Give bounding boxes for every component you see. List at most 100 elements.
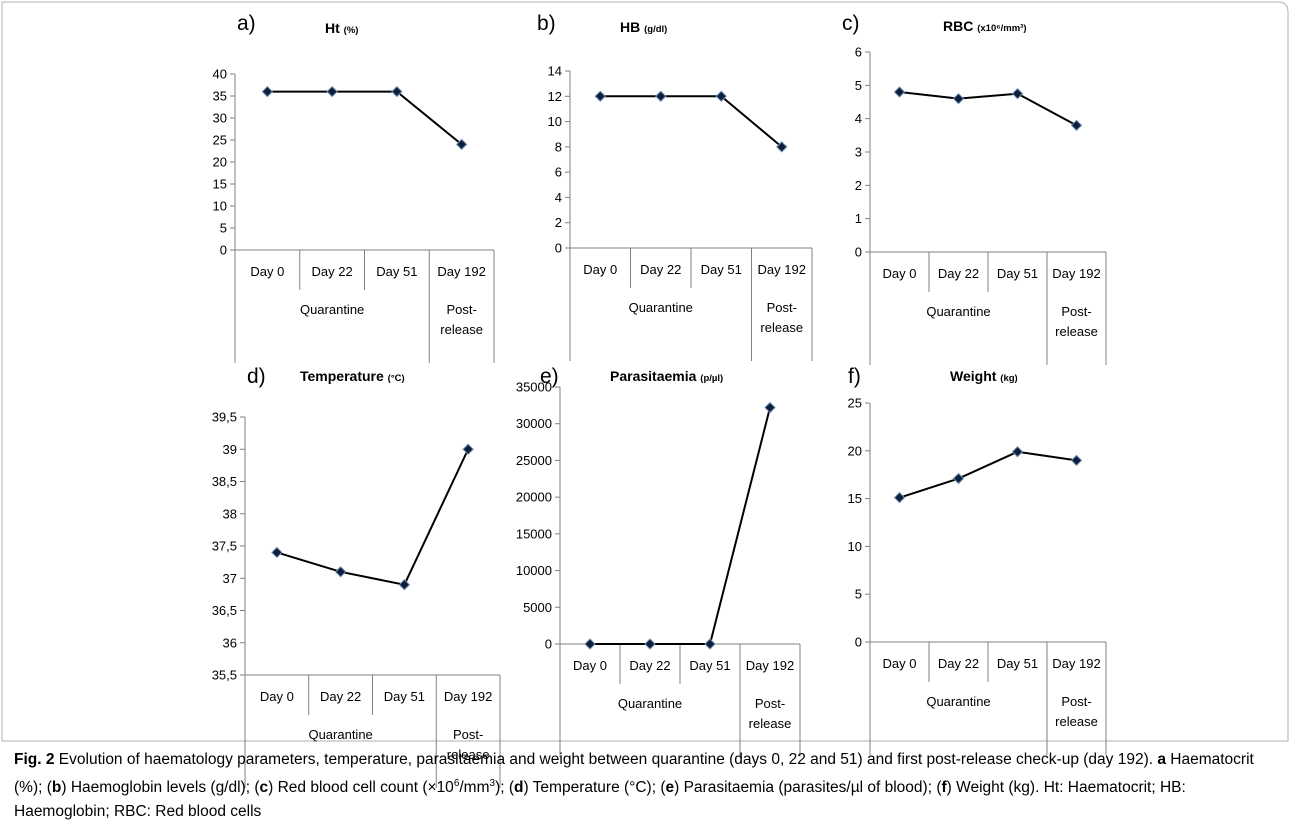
x-group-label: Post-release bbox=[1055, 304, 1098, 339]
panel-letter: e) bbox=[540, 365, 559, 388]
y-tick-label: 30000 bbox=[516, 416, 552, 431]
data-point bbox=[462, 443, 474, 455]
y-tick-label: 5 bbox=[855, 78, 862, 93]
x-tick-label: Day 51 bbox=[997, 266, 1038, 281]
x-tick-label: Day 0 bbox=[250, 264, 284, 279]
series-line bbox=[590, 407, 771, 645]
series-line bbox=[276, 448, 470, 586]
x-tick-label: Day 192 bbox=[1052, 266, 1100, 281]
series-line bbox=[899, 450, 1077, 499]
x-group-label: Quarantine bbox=[308, 727, 372, 742]
caption-text: ) Weight (kg). Ht: Haematocrit; HB: Haem… bbox=[14, 779, 1186, 821]
data-point bbox=[655, 90, 667, 102]
y-tick-label: 39 bbox=[223, 442, 237, 457]
chart-svg-3: d) Temperature (°C)35,53636,53737,53838,5… bbox=[212, 365, 501, 788]
y-tick-label: 25000 bbox=[516, 453, 552, 468]
data-point bbox=[334, 566, 347, 578]
x-group-label: Post-release bbox=[440, 302, 483, 337]
y-tick-label: 10 bbox=[548, 114, 562, 129]
x-tick-label: Day 0 bbox=[883, 656, 917, 671]
data-point bbox=[704, 638, 716, 650]
panel-e-parasitaemia: e) Parasitaemia (p/µl) 0 5000 10000 15000 2000… bbox=[516, 365, 801, 757]
y-tick-label: 20 bbox=[213, 155, 227, 170]
data-point bbox=[391, 85, 403, 98]
y-tick-label: 15 bbox=[213, 177, 227, 192]
y-tick-label: 38,5 bbox=[212, 474, 237, 489]
x-tick-label: Day 192 bbox=[746, 658, 794, 673]
x-tick-label: Day 22 bbox=[640, 262, 681, 277]
y-tick-label: 36 bbox=[223, 635, 237, 650]
y-tick-label: 15 bbox=[848, 491, 862, 506]
caption-text: f bbox=[941, 779, 947, 797]
x-group-label: Quarantine bbox=[926, 304, 990, 319]
panel-d-temperature: d) Temperature (°C) 35,5 36 36,5 37 37,5 38 38,5… bbox=[212, 365, 501, 788]
x-tick-label: Day 51 bbox=[384, 689, 425, 704]
x-group-label: Post-release bbox=[447, 727, 490, 762]
x-tick-label: Day 22 bbox=[938, 266, 979, 281]
x-tick-label: Day 51 bbox=[701, 262, 742, 277]
y-tick-label: 38 bbox=[223, 506, 237, 521]
caption-text: ) Temperature (°C); ( bbox=[523, 779, 666, 797]
y-tick-label: 36,5 bbox=[212, 603, 237, 618]
y-tick-label: 20000 bbox=[516, 490, 552, 505]
data-point bbox=[455, 138, 468, 151]
y-tick-label: 15000 bbox=[516, 526, 552, 541]
series-line bbox=[600, 95, 783, 148]
panel-letter: d) bbox=[247, 365, 266, 388]
caption-text: 6 bbox=[453, 778, 460, 789]
x-group-label: Post-release bbox=[749, 696, 792, 731]
caption-text: e bbox=[665, 779, 675, 797]
y-tick-label: 0 bbox=[545, 637, 552, 652]
data-point bbox=[893, 491, 906, 504]
y-tick-label: 5000 bbox=[523, 600, 552, 615]
y-tick-label: 4 bbox=[555, 190, 562, 205]
data-point bbox=[271, 546, 283, 559]
data-point bbox=[1011, 87, 1024, 100]
data-point bbox=[893, 86, 906, 98]
chart-svg-0: a) Ht (%) 0 5 10 15 20 25 30 35 40 Day 0 Day 22 Day 5… bbox=[213, 12, 495, 363]
caption-text: /mm bbox=[459, 779, 490, 797]
y-tick-label: 40 bbox=[213, 67, 227, 82]
x-tick-label: Day 51 bbox=[689, 658, 730, 673]
y-tick-label: 12 bbox=[548, 89, 562, 104]
caption-text: ) Haemoglobin levels (g/dl); ( bbox=[61, 779, 260, 797]
x-group-label: Quarantine bbox=[926, 694, 990, 709]
y-tick-label: 3 bbox=[855, 145, 862, 160]
data-point bbox=[952, 92, 965, 105]
y-tick-label: 35 bbox=[213, 89, 227, 104]
panel-c-rbc: c) RBC (x10⁶/mm³) 0 1 2 3 4 5 6 Day 0 Day 22 Day 51… bbox=[842, 12, 1107, 365]
x-tick-label: Day 0 bbox=[260, 689, 294, 704]
x-tick-label: Day 192 bbox=[1052, 656, 1100, 671]
caption-text: b bbox=[51, 779, 62, 797]
y-tick-label: 10 bbox=[848, 539, 862, 554]
x-tick-label: Day 192 bbox=[758, 262, 806, 277]
y-tick-label: 20 bbox=[848, 443, 862, 458]
caption-text: ) Red blood cell count (×10 bbox=[268, 779, 454, 797]
panel-letter: a) bbox=[237, 12, 256, 35]
x-tick-label: Day 51 bbox=[997, 656, 1038, 671]
y-tick-label: 10000 bbox=[516, 563, 552, 578]
x-tick-label: Day 51 bbox=[376, 264, 417, 279]
x-tick-label: Day 0 bbox=[583, 262, 617, 277]
x-tick-label: Day 0 bbox=[573, 658, 607, 673]
x-tick-label: Day 0 bbox=[883, 266, 917, 281]
y-tick-label: 37,5 bbox=[212, 539, 237, 554]
chart-svg-4: e) Parasitaemia (p/µl) 0 5000 10000 15000 2000… bbox=[516, 365, 801, 757]
x-tick-label: Day 22 bbox=[320, 689, 361, 704]
y-tick-label: 6 bbox=[855, 45, 862, 60]
y-tick-label: 14 bbox=[548, 64, 562, 79]
y-tick-label: 8 bbox=[555, 139, 562, 154]
panel-f-weight: f) Weight (kg) 0 5 10 15 20 25 Day 0 Day 22 Day 51… bbox=[848, 365, 1107, 755]
y-tick-label: 5 bbox=[855, 587, 862, 602]
y-tick-label: 30 bbox=[213, 111, 227, 126]
data-point bbox=[764, 401, 776, 414]
y-tick-label: 0 bbox=[855, 245, 862, 260]
y-tick-label: 25 bbox=[213, 133, 227, 148]
y-tick-label: 10 bbox=[213, 199, 227, 214]
data-point bbox=[261, 85, 274, 98]
series-line bbox=[899, 91, 1077, 127]
caption-text: d bbox=[514, 779, 524, 797]
y-tick-label: 4 bbox=[855, 111, 862, 126]
y-tick-label: 35000 bbox=[516, 380, 552, 395]
x-group-label: Post-release bbox=[760, 300, 803, 335]
